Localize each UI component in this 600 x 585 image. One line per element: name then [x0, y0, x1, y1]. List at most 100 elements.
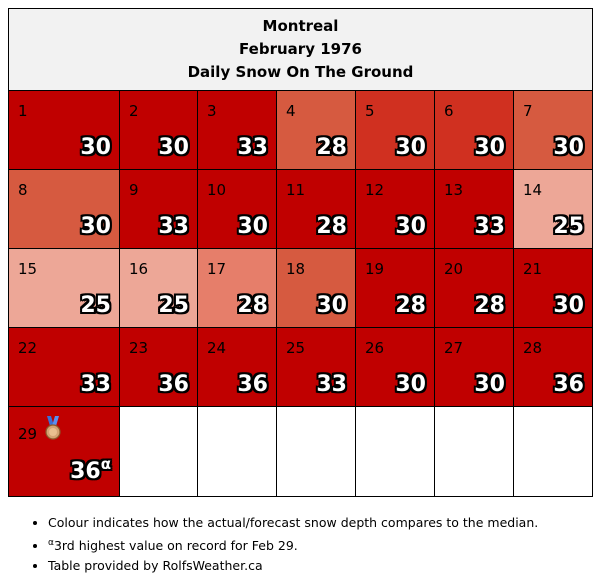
empty-cell	[513, 406, 593, 497]
day-number: 22	[18, 339, 38, 357]
day-number: 4	[286, 102, 296, 120]
snow-depth-number: 36	[70, 459, 101, 484]
snow-depth-value: 33	[158, 214, 189, 239]
day-cell: 13 33	[434, 169, 514, 249]
day-number: 25	[286, 339, 306, 357]
day-cell: 21 30	[513, 248, 593, 328]
snow-depth-number: 33	[80, 372, 111, 397]
note-colour: Colour indicates how the actual/forecast…	[48, 513, 538, 533]
snow-depth-number: 30	[553, 293, 584, 318]
day-number: 5	[365, 102, 375, 120]
snow-depth-number: 30	[80, 214, 111, 239]
snow-depth-number: 25	[80, 293, 111, 318]
snow-depth-value: 28	[395, 293, 426, 318]
day-cell: 4 28	[276, 90, 356, 170]
snow-depth-number: 30	[395, 372, 426, 397]
day-number: 11	[286, 181, 306, 199]
note-record-mark: α	[48, 538, 54, 548]
snow-depth-value: 30	[395, 214, 426, 239]
day-cell: 29 36α	[8, 406, 120, 497]
day-number: 29	[18, 425, 38, 443]
day-number: 17	[207, 260, 227, 278]
snow-depth-value: 30	[80, 135, 111, 160]
calendar-weeks: 1 30 2 30 3 33 4 28 5 30 6 30 7 30 8 30 9 33 10 30 11 28 12 30 1…	[8, 90, 593, 497]
day-number: 27	[444, 339, 464, 357]
snow-depth-value: 25	[553, 214, 584, 239]
day-number: 24	[207, 339, 227, 357]
notes-list: Colour indicates how the actual/forecast…	[30, 513, 538, 576]
snow-depth-value: 28	[237, 293, 268, 318]
day-cell: 23 36	[119, 327, 198, 407]
note-credit-text: Table provided by RolfsWeather.ca	[48, 558, 263, 574]
snow-depth-number: 28	[316, 214, 347, 239]
day-cell: 10 30	[197, 169, 277, 249]
snow-depth-value: 30	[316, 293, 347, 318]
snow-depth-value: 36α	[70, 455, 111, 484]
day-number: 6	[444, 102, 454, 120]
day-cell: 14 25	[513, 169, 593, 249]
snow-depth-number: 30	[158, 135, 189, 160]
day-number: 20	[444, 260, 464, 278]
record-mark: α	[100, 455, 111, 473]
bronze-medal-icon	[45, 416, 61, 440]
snow-depth-value: 25	[80, 293, 111, 318]
snow-depth-value: 33	[316, 372, 347, 397]
note-colour-text: Colour indicates how the actual/forecast…	[48, 515, 539, 530]
day-number: 13	[444, 181, 464, 199]
calendar-header: Montreal February 1976 Daily Snow On The…	[8, 8, 593, 91]
snow-depth-number: 30	[316, 293, 347, 318]
day-cell: 25 33	[276, 327, 356, 407]
snow-depth-value: 30	[553, 293, 584, 318]
day-cell: 26 30	[355, 327, 435, 407]
snow-depth-value: 33	[237, 135, 268, 160]
snow-depth-number: 30	[80, 135, 111, 160]
day-number: 14	[523, 181, 543, 199]
snow-depth-number: 30	[474, 135, 505, 160]
week-row: 22 33 23 36 24 36 25 33 26 30 27 30 28 36	[8, 327, 593, 407]
day-number: 1	[18, 102, 28, 120]
snow-calendar: Montreal February 1976 Daily Snow On The…	[8, 8, 593, 497]
day-cell: 5 30	[355, 90, 435, 170]
day-cell: 16 25	[119, 248, 198, 328]
day-cell: 24 36	[197, 327, 277, 407]
day-cell: 6 30	[434, 90, 514, 170]
snow-depth-value: 25	[158, 293, 189, 318]
snow-depth-number: 36	[237, 372, 268, 397]
snow-depth-number: 28	[237, 293, 268, 318]
day-number: 12	[365, 181, 385, 199]
day-number: 8	[18, 181, 28, 199]
snow-depth-number: 28	[474, 293, 505, 318]
day-number: 9	[129, 181, 139, 199]
day-number: 16	[129, 260, 149, 278]
day-cell: 2 30	[119, 90, 198, 170]
day-cell: 7 30	[513, 90, 593, 170]
snow-depth-value: 33	[474, 214, 505, 239]
day-number: 3	[207, 102, 217, 120]
snow-depth-number: 28	[316, 135, 347, 160]
day-number: 15	[18, 260, 38, 278]
snow-depth-value: 30	[395, 135, 426, 160]
day-cell: 22 33	[8, 327, 120, 407]
note-record-text: 3rd highest value on record for Feb 29.	[53, 538, 298, 554]
day-number: 26	[365, 339, 385, 357]
day-cell: 20 28	[434, 248, 514, 328]
day-number: 18	[286, 260, 306, 278]
snow-depth-value: 30	[158, 135, 189, 160]
week-row: 15 25 16 25 17 28 18 30 19 28 20 28 21 30	[8, 248, 593, 328]
snow-depth-number: 33	[474, 214, 505, 239]
day-number: 19	[365, 260, 385, 278]
day-cell: 15 25	[8, 248, 120, 328]
snow-depth-value: 30	[395, 372, 426, 397]
snow-depth-number: 30	[237, 214, 268, 239]
city-title: Montreal	[262, 17, 339, 35]
snow-depth-number: 25	[158, 293, 189, 318]
snow-depth-number: 36	[553, 372, 584, 397]
snow-depth-value: 30	[474, 135, 505, 160]
snow-depth-number: 25	[553, 214, 584, 239]
day-cell: 11 28	[276, 169, 356, 249]
snow-depth-value: 30	[474, 372, 505, 397]
snow-depth-value: 28	[316, 214, 347, 239]
day-cell: 28 36	[513, 327, 593, 407]
week-row: 1 30 2 30 3 33 4 28 5 30 6 30 7 30	[8, 90, 593, 170]
snow-depth-number: 30	[395, 214, 426, 239]
